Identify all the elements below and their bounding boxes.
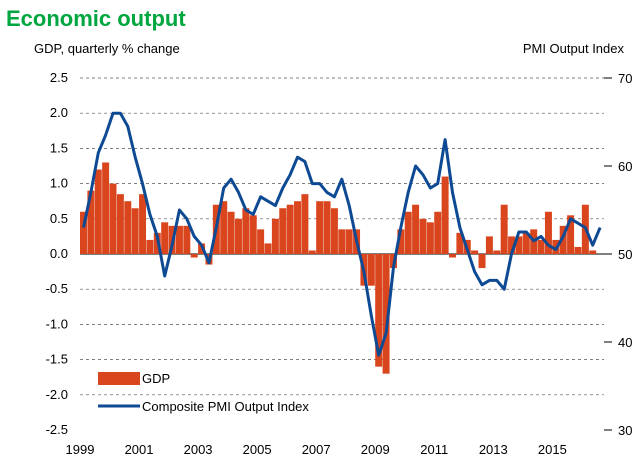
right-tick-label: 40	[618, 335, 632, 350]
pmi-line	[82, 111, 602, 357]
gdp-bar	[190, 254, 198, 258]
left-tick-label: 2.0	[50, 105, 68, 120]
gdp-bar	[227, 211, 235, 254]
gdp-bar	[316, 201, 324, 254]
gdp-bar	[308, 250, 316, 254]
gdp-bar	[537, 239, 545, 254]
gdp-bar	[257, 229, 265, 254]
x-tick-label: 2013	[479, 442, 508, 457]
x-tick-label: 2001	[125, 442, 154, 457]
gdp-bar	[500, 204, 508, 254]
gdp-bar	[338, 229, 346, 254]
gdp-bar	[249, 215, 257, 254]
gdp-bar	[124, 201, 132, 254]
gdp-bar	[522, 232, 530, 254]
right-tick-label: 60	[618, 159, 632, 174]
gdp-bar	[116, 194, 124, 254]
gdp-bar	[426, 222, 434, 254]
right-axis-ticks: 70 60 50 40 30	[604, 71, 632, 438]
legend: GDP Composite PMI Output Index	[98, 371, 309, 414]
gdp-bar	[323, 201, 331, 254]
gdp-bar	[330, 208, 338, 254]
gdp-bar	[449, 254, 456, 258]
x-tick-label: 2009	[361, 442, 390, 457]
left-tick-label: -1.5	[46, 352, 68, 367]
gdp-bar	[294, 201, 302, 254]
gdp-bar	[264, 243, 272, 254]
left-tick-label: 0.0	[50, 246, 68, 261]
gdp-bar	[493, 250, 501, 254]
gdp-bar	[131, 208, 139, 254]
gdp-bar	[515, 236, 523, 254]
gdp-bar	[367, 254, 375, 286]
legend-gdp-swatch	[98, 372, 140, 385]
gdp-bar	[508, 236, 516, 254]
left-tick-label: 2.5	[50, 70, 68, 85]
pmi-line-group	[82, 111, 602, 357]
gdp-bar	[567, 215, 575, 254]
gdp-bar	[109, 183, 117, 254]
chart-title: Economic output	[6, 6, 186, 31]
gdp-bar	[589, 250, 597, 254]
gdp-bar	[404, 211, 412, 254]
gdp-bar	[279, 208, 287, 254]
gdp-bar	[234, 218, 242, 254]
gdp-bar	[412, 204, 420, 254]
gdp-bar	[345, 229, 353, 254]
x-tick-label: 2007	[302, 442, 331, 457]
gdp-bar	[220, 201, 228, 254]
right-tick-label: 70	[618, 71, 632, 86]
left-tick-label: -2.5	[46, 422, 68, 437]
x-tick-label: 2003	[184, 442, 213, 457]
gdp-bar	[485, 236, 493, 254]
gdp-bar	[271, 218, 279, 254]
legend-gdp-label: GDP	[142, 371, 170, 386]
gdp-bar	[441, 176, 449, 254]
gdp-bar	[471, 250, 479, 254]
left-tick-label: 1.5	[50, 140, 68, 155]
gdp-bar	[146, 239, 154, 254]
gdp-bar	[559, 225, 567, 254]
gdp-bar	[301, 194, 309, 254]
gdp-bar	[139, 194, 147, 254]
x-tick-label: 1999	[66, 442, 95, 457]
gdp-bar	[161, 222, 169, 254]
gdp-bar	[375, 254, 383, 367]
left-tick-label: -2.0	[46, 387, 68, 402]
left-axis-label: GDP, quarterly % change	[34, 41, 180, 56]
right-tick-label: 30	[618, 423, 632, 438]
gdp-bar	[574, 246, 582, 254]
x-axis-ticks: 1999 2001 2003 2005 2007 2009 2011 2013 2015	[66, 442, 567, 457]
gdp-bars	[80, 162, 597, 374]
gdp-bar	[80, 211, 87, 254]
right-axis-label: PMI Output Index	[523, 41, 625, 56]
gdp-bar	[397, 229, 405, 254]
gdp-bar	[94, 169, 102, 254]
gdp-bar	[419, 218, 427, 254]
gdp-bar	[382, 254, 390, 374]
left-axis-ticks: 2.5 2.0 1.5 1.0 0.5 0.0 -0.5 -1.0 -1.5 -2.0 -2.5	[46, 70, 68, 437]
gdp-bar	[456, 232, 464, 254]
left-tick-label: 0.5	[50, 211, 68, 226]
gdp-bar	[434, 211, 442, 254]
gdp-bar	[87, 190, 95, 254]
x-tick-label: 2015	[538, 442, 567, 457]
gdp-bar	[544, 211, 552, 254]
left-tick-label: 1.0	[50, 176, 68, 191]
gdp-bar	[242, 208, 250, 254]
right-tick-label: 50	[618, 247, 632, 262]
legend-pmi-label: Composite PMI Output Index	[142, 399, 309, 414]
gdp-bar	[175, 225, 183, 254]
x-tick-label: 2005	[243, 442, 272, 457]
gdp-bar	[478, 254, 486, 269]
x-tick-label: 2011	[420, 442, 448, 457]
gdp-bar	[102, 162, 110, 254]
left-tick-label: -0.5	[46, 281, 68, 296]
gdp-bar	[183, 225, 191, 254]
left-tick-label: -1.0	[46, 316, 68, 331]
gdp-bar	[286, 204, 294, 254]
